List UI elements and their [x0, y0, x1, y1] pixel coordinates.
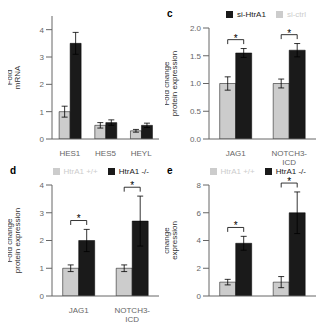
svg-text:*: *	[287, 28, 291, 39]
html-text:c: c	[167, 8, 173, 19]
svg-text:2.0: 2.0	[190, 24, 202, 33]
svg-text:*: *	[234, 220, 238, 231]
svg-text:8: 8	[197, 181, 202, 190]
svg-text:0.0: 0.0	[190, 135, 202, 144]
svg-text:changeexpression: changeexpression	[165, 221, 179, 260]
svg-text:2: 2	[40, 80, 45, 89]
svg-text:3: 3	[40, 209, 45, 218]
svg-text:*: *	[130, 180, 134, 191]
svg-text:1.0: 1.0	[190, 79, 202, 88]
svg-text:1: 1	[40, 264, 45, 273]
html-text:HtrA1 -/-: HtrA1 -/-	[275, 167, 306, 176]
svg-text:2: 2	[40, 236, 45, 245]
html-text:d: d	[10, 165, 17, 176]
html-text:si-HtrA1: si-HtrA1	[237, 10, 266, 19]
html-text:si-ctrl: si-ctrl	[286, 10, 306, 19]
svg-text:3: 3	[40, 53, 45, 62]
svg-text:4: 4	[40, 181, 45, 190]
svg-text:Fold changeprotein expression: Fold changeprotein expression	[165, 51, 179, 116]
svg-text:HES5: HES5	[95, 149, 116, 158]
svg-text:0: 0	[40, 135, 45, 144]
svg-text:HES1: HES1	[59, 149, 80, 158]
svg-text:Fold changeprotein expression: Fold changeprotein expression	[8, 208, 22, 273]
svg-text:1: 1	[40, 108, 45, 117]
svg-text:NOTCH3-ICD: NOTCH3-ICD	[271, 149, 307, 165]
svg-text:*: *	[287, 176, 291, 187]
html-text:HtrA1 -/-: HtrA1 -/-	[118, 167, 149, 176]
svg-text:4: 4	[197, 236, 202, 245]
svg-text:2: 2	[197, 264, 202, 273]
svg-text:0.5: 0.5	[190, 107, 202, 116]
svg-text:1.5: 1.5	[190, 52, 202, 61]
html-text:HtrA1 +/+: HtrA1 +/+	[63, 167, 98, 176]
svg-text:*: *	[234, 33, 238, 44]
svg-text:JAG1: JAG1	[69, 306, 90, 315]
svg-text:4: 4	[40, 26, 45, 35]
html-text:HtrA1 +/+: HtrA1 +/+	[220, 167, 255, 176]
svg-text:NOTCH3-ICD: NOTCH3-ICD	[114, 306, 150, 322]
svg-text:6: 6	[197, 209, 202, 218]
html-text:e: e	[167, 165, 173, 176]
svg-text:*: *	[77, 213, 81, 224]
svg-text:0: 0	[40, 292, 45, 301]
svg-text:0: 0	[197, 292, 202, 301]
svg-text:JAG1: JAG1	[226, 149, 247, 158]
svg-text:FoldmRNA: FoldmRNA	[8, 65, 22, 89]
svg-text:HEYL: HEYL	[131, 149, 152, 158]
